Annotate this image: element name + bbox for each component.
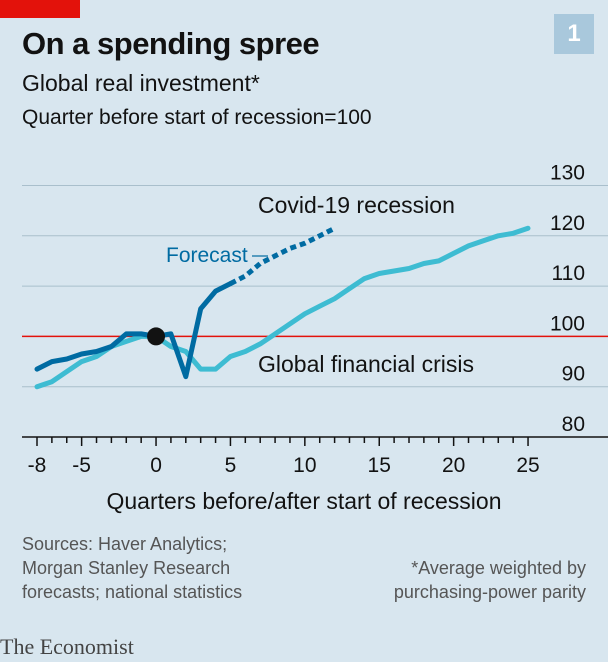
x-tick-label: -5 — [72, 454, 91, 477]
covid-series-line — [34, 281, 233, 380]
x-tick-label: 5 — [225, 454, 237, 477]
y-tick-label: 130 — [550, 162, 585, 185]
chart-subtitle: Global real investment* — [22, 70, 260, 96]
x-tick-label: 0 — [150, 454, 162, 477]
publisher-logo: The Economist — [0, 634, 134, 659]
forecast-series-line — [229, 226, 336, 286]
recession-start-marker — [147, 327, 166, 346]
x-tick-label: -8 — [28, 454, 47, 477]
brand-accent-bar — [0, 0, 80, 18]
x-tick-label: 20 — [442, 454, 465, 477]
x-axis-label: Quarters before/after start of recession — [106, 488, 502, 514]
gfc-series-line — [34, 225, 531, 390]
gfc-series-label: Global financial crisis — [258, 351, 474, 377]
chart-unit-note: Quarter before start of recession=100 — [22, 106, 372, 129]
y-axis-tick-labels: 80 90 100 110 120 130 — [550, 162, 585, 437]
x-axis: -8 -5 0 5 10 15 20 25 — [22, 436, 608, 477]
line-chart: 80 90 100 110 120 130 -8 -5 0 5 10 15 20 25 Covid-19… — [22, 162, 608, 477]
forecast-label: Forecast — [166, 244, 248, 267]
grid-lines — [22, 185, 608, 388]
annotations: Covid-19 recession Forecast Global finan… — [166, 192, 474, 377]
y-tick-label: 90 — [562, 363, 585, 386]
y-tick-label: 100 — [550, 312, 585, 335]
x-tick-label: 15 — [368, 454, 391, 477]
source-note: Sources: Haver Analytics; Morgan Stanley… — [22, 534, 243, 602]
covid-series-label: Covid-19 recession — [258, 192, 455, 218]
y-tick-label: 80 — [562, 413, 585, 436]
y-tick-label: 110 — [552, 262, 585, 285]
footnote: *Average weighted by purchasing-power pa… — [393, 558, 586, 602]
chart-title: On a spending spree — [22, 26, 320, 61]
x-tick-label: 10 — [293, 454, 316, 477]
chart-number-badge: 1 — [554, 14, 594, 54]
x-tick-label: 25 — [516, 454, 539, 477]
series-lines — [34, 225, 531, 390]
y-tick-label: 120 — [550, 212, 585, 235]
